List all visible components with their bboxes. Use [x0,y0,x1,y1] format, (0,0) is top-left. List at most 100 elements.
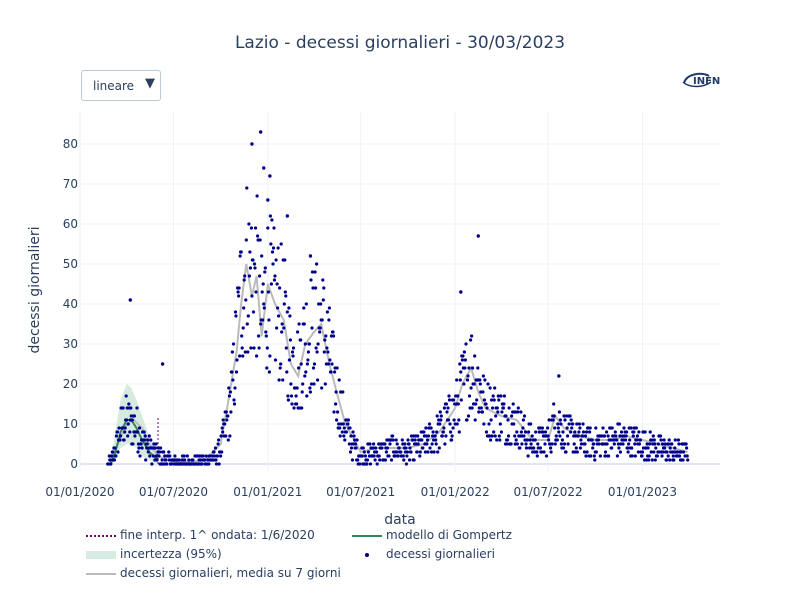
data-point [666,454,670,458]
data-point [201,454,205,458]
data-point [327,318,331,322]
data-point [558,418,563,422]
data-point [150,462,154,466]
data-point [671,454,675,458]
data-point [557,430,561,434]
data-point [499,430,503,434]
legend-item-mean[interactable]: decessi giornalieri, media su 7 giorni [84,565,384,583]
data-point [169,462,173,466]
data-point [108,458,112,462]
data-point [320,318,324,322]
data-point [663,446,667,450]
data-point [668,446,672,450]
data-point [425,442,429,446]
data-point [355,438,359,442]
data-point [459,290,463,294]
data-point [532,446,536,450]
data-point [542,450,546,454]
data-point [138,454,142,458]
data-point [254,290,258,294]
data-point [569,430,573,434]
data-point [334,390,338,394]
data-point [242,278,246,282]
data-point [340,430,344,434]
data-point [238,354,242,358]
data-point [613,430,617,434]
data-point [272,278,277,282]
data-point [631,434,635,438]
data-point [538,426,542,430]
data-point [154,442,158,446]
data-point [260,290,264,294]
data-point [577,422,582,426]
data-point [354,442,358,446]
data-point [216,442,220,446]
data-point [434,438,438,442]
data-point [647,458,651,462]
data-point [310,270,315,274]
data-point [146,438,150,442]
data-point [527,430,531,434]
data-point [482,398,486,402]
legend-item-band[interactable]: incertezza (95%) [84,546,284,564]
data-point [263,270,267,274]
data-point [215,454,220,458]
data-point [469,386,473,390]
data-point [462,382,466,386]
data-point [624,434,628,438]
data-point [511,402,515,406]
data-point [279,242,283,246]
data-point [483,378,487,382]
data-point [235,358,239,362]
data-point [645,442,649,446]
data-point [153,446,157,450]
data-point [603,450,608,454]
data-point [225,418,229,422]
data-point [233,310,238,314]
data-point [421,446,425,450]
legend-item-fine[interactable]: fine interp. 1^ ondata: 1/6/2020 [84,527,344,545]
data-point [128,430,132,434]
scale-dropdown[interactable]: lineare ▼ [81,70,161,101]
legend-item-points[interactable]: decessi giornalieri [350,546,550,564]
data-point [251,258,255,262]
data-point [498,422,502,426]
data-point [305,394,309,398]
data-point [277,314,281,318]
data-point [142,430,146,434]
data-point [432,450,436,454]
data-point [368,462,373,466]
data-point [667,438,671,442]
data-point [335,418,339,422]
legend-item-gompertz[interactable]: modello di Gompertz [350,527,550,545]
data-point [472,382,476,386]
data-point [616,442,621,446]
data-point [338,426,342,430]
data-point [280,330,284,334]
data-point [257,346,261,350]
data-point [237,294,241,298]
data-point [481,390,485,394]
data-point [418,450,422,454]
data-point [543,430,548,434]
data-point [482,422,486,426]
data-point [416,442,420,446]
data-point [121,426,125,430]
data-point [341,422,345,426]
data-point [530,434,534,438]
data-point [617,422,622,426]
data-point [338,434,342,438]
data-point [250,142,254,146]
data-point [268,354,272,358]
data-point [110,454,114,458]
data-point [519,430,524,434]
data-point [287,358,291,362]
data-point [325,346,329,350]
data-point [399,450,403,454]
scale-dropdown-label: lineare [93,79,135,93]
data-point [352,434,356,438]
data-point [273,274,277,278]
data-point [484,430,489,434]
data-point [405,454,409,458]
data-point [308,390,312,394]
